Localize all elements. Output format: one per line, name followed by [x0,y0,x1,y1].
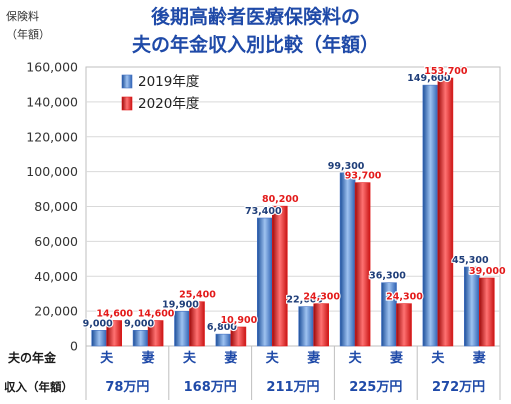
data-label-2020: 93,700 [345,171,382,182]
y-tick-label: 140,000 [26,94,78,109]
x-group-label: 225万円 [349,380,402,395]
y-tick-label: 0 [70,339,78,354]
data-label-2020: 153,700 [424,66,468,77]
bar-2020 [478,277,495,347]
bar-2019 [463,266,480,347]
bar-2020 [271,205,288,347]
x-axis-label-line1: 夫の年金 [7,350,57,365]
y-axis-unit-line1: 保険料 [6,10,39,23]
bar-2019 [422,84,439,347]
bar-2019 [91,330,107,347]
y-tick-label: 100,000 [26,164,78,179]
y-tick-label: 80,000 [34,199,78,214]
data-label-2019: 36,300 [369,271,406,282]
data-label-2019: 73,400 [245,206,282,217]
bar-2019 [339,172,356,347]
x-category-label: 妻 [142,350,155,366]
x-category-label: 夫 [266,350,280,366]
bar-2020 [437,77,454,347]
data-label-2019: 19,900 [162,299,199,310]
x-category-label: 夫 [100,350,114,366]
bar-2019 [174,310,190,347]
legend-label-2019: 2019年度 [138,74,199,90]
data-label-2020: 10,900 [221,315,258,326]
x-group-label: 168万円 [184,380,237,395]
x-category-label: 妻 [224,350,237,366]
x-group-label: 272万円 [432,380,485,395]
data-label-2020: 80,200 [262,194,299,205]
y-tick-label: 120,000 [26,129,78,144]
x-category-label: 妻 [473,350,486,366]
bar-2020 [189,301,205,347]
legend-label-2020: 2020年度 [138,96,199,112]
bar-2020 [106,320,122,347]
bar-2020 [230,326,247,347]
data-label-2019: 9,000 [83,318,113,329]
x-category-label: 妻 [390,350,403,366]
bar-2020 [147,320,164,347]
y-tick-label: 60,000 [34,234,78,249]
bar-2019 [256,217,273,347]
data-label-2020: 39,000 [469,266,506,277]
data-label-2019: 149,600 [407,73,451,84]
bar-2020 [396,303,412,347]
y-tick-label: 20,000 [34,304,78,319]
data-label-2020: 14,600 [96,309,133,320]
data-label-2020: 14,600 [138,309,175,320]
chart-title-line2: 夫の年金収入別比較（年額） [131,34,379,56]
data-label-2020: 24,300 [386,292,423,303]
data-label-2019: 22,600 [286,295,323,306]
y-tick-label: 160,000 [26,60,78,75]
x-category-label: 夫 [431,350,445,366]
bar-2020 [354,182,371,347]
x-axis-label-line2: 収入（年額） [4,380,73,394]
x-group-label: 211万円 [266,380,319,395]
bar-2019 [215,333,232,347]
legend-swatch-2020 [121,96,133,111]
data-label-2019: 99,300 [328,161,365,172]
data-label-2019: 9,000 [124,318,154,329]
data-label-2020: 24,300 [303,292,340,303]
x-category-label: 妻 [307,350,320,366]
data-label-2019: 6,800 [207,322,237,333]
y-tick-label: 40,000 [34,269,78,284]
x-group-label: 78万円 [105,380,149,395]
y-axis-unit-line2: （年額） [6,28,50,41]
bar-2019 [132,330,149,347]
x-category-label: 夫 [349,350,363,366]
bar-2020 [313,303,330,347]
x-category-label: 夫 [183,350,197,366]
data-label-2020: 25,400 [179,290,216,301]
legend-swatch-2019 [121,74,133,89]
chart-title-line1: 後期高齢者医療保険料の [150,6,360,28]
data-label-2019: 45,300 [452,255,489,266]
bar-2019 [298,306,315,347]
